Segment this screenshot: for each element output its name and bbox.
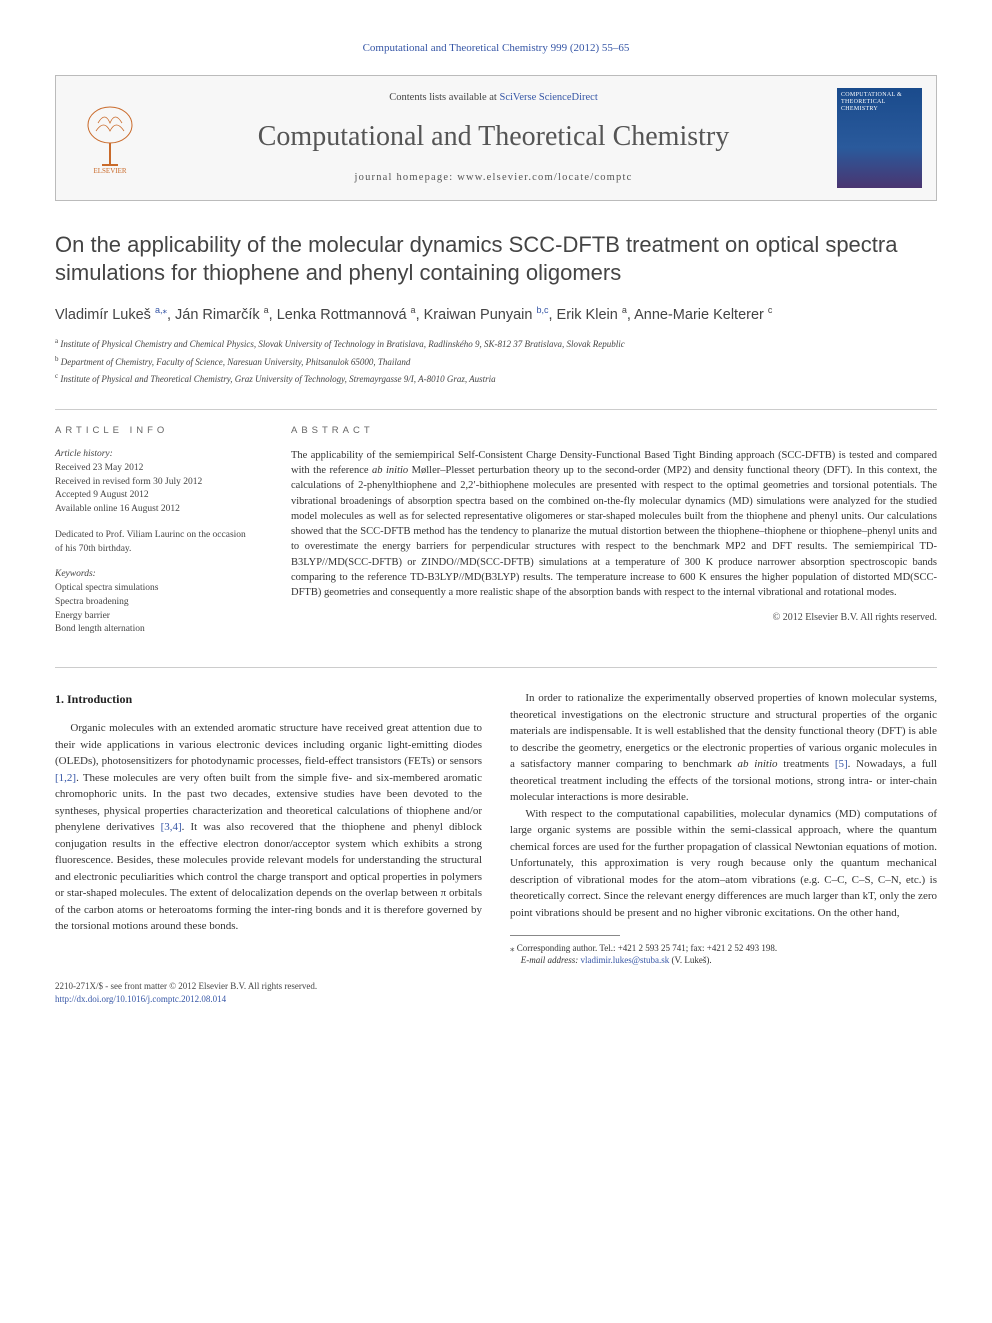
author-affil-sup: b,c (536, 305, 548, 315)
keyword: Energy barrier (55, 610, 255, 624)
journal-name: Computational and Theoretical Chemistry (162, 116, 825, 158)
affil-sup: b (55, 355, 59, 363)
abstract-copyright: © 2012 Elsevier B.V. All rights reserved… (291, 610, 937, 625)
journal-cover-thumb: COMPUTATIONAL & THEORETICAL CHEMISTRY (837, 88, 922, 188)
abstract-text: The applicability of the semiempirical S… (291, 448, 937, 600)
cover-text: COMPUTATIONAL & THEORETICAL CHEMISTRY (841, 92, 918, 114)
doi-link[interactable]: http://dx.doi.org/10.1016/j.comptc.2012.… (55, 994, 226, 1004)
running-head-link[interactable]: Computational and Theoretical Chemistry … (363, 42, 630, 54)
author-affil-sup: a (622, 305, 627, 315)
affil-sup: a (55, 337, 58, 345)
author-affil-sup: a (411, 305, 416, 315)
history-line: Accepted 9 August 2012 (55, 489, 255, 503)
email-link[interactable]: vladimir.lukes@stuba.sk (580, 955, 669, 965)
author: Erik Klein a (557, 307, 627, 323)
keywords-label: Keywords: (55, 568, 255, 582)
para-em: ab initio (738, 758, 778, 770)
history-label: Article history: (55, 448, 255, 462)
history-line: Received 23 May 2012 (55, 462, 255, 476)
homepage-label: journal homepage: (355, 172, 458, 183)
author: Kraiwan Punyain b,c (424, 307, 549, 323)
journal-masthead: ELSEVIER Contents lists available at Sci… (55, 75, 937, 201)
page-footer: 2210-271X/$ - see front matter © 2012 El… (55, 980, 937, 1004)
abstract-head: abstract (291, 424, 937, 438)
author: Lenka Rottmannová a (277, 307, 416, 323)
para-text: treatments (778, 758, 835, 770)
issn-line: 2210-271X/$ - see front matter © 2012 El… (55, 980, 317, 992)
article-title: On the applicability of the molecular dy… (55, 231, 937, 288)
history-line: Received in revised form 30 July 2012 (55, 476, 255, 490)
dedication: Dedicated to Prof. Viliam Laurinc on the… (55, 529, 255, 557)
homepage-url[interactable]: www.elsevier.com/locate/comptc (457, 172, 632, 183)
sd-prefix: Contents lists available at (389, 92, 499, 103)
publisher-logo: ELSEVIER (70, 98, 150, 178)
affiliation: a Institute of Physical Chemistry and Ch… (55, 336, 937, 352)
keyword: Bond length alternation (55, 623, 255, 637)
journal-homepage: journal homepage: www.elsevier.com/locat… (162, 170, 825, 186)
history-line: Available online 16 August 2012 (55, 503, 255, 517)
affil-link[interactable]: b,c (536, 305, 548, 315)
body-columns: 1. Introduction Organic molecules with a… (55, 690, 937, 966)
keyword: Spectra broadening (55, 596, 255, 610)
body-paragraph: In order to rationalize the experimental… (510, 690, 937, 806)
footnote-text: Corresponding author. Tel.: +421 2 593 2… (517, 943, 777, 953)
author-list: Vladimír Lukeš a,⁎, Ján Rimarčík a, Lenk… (55, 304, 937, 327)
author: Ján Rimarčík a (175, 307, 269, 323)
author: Vladimír Lukeš a,⁎ (55, 307, 167, 323)
elsevier-tree-icon: ELSEVIER (80, 103, 140, 173)
email-who: (V. Lukeš). (669, 955, 711, 965)
affiliation: b Department of Chemistry, Faculty of Sc… (55, 354, 937, 370)
abstract-block: abstract The applicability of the semiem… (291, 424, 937, 649)
corresponding-footnote: ⁎ Corresponding author. Tel.: +421 2 593… (510, 942, 937, 966)
email-label: E-mail address: (521, 955, 581, 965)
affiliation-block: a Institute of Physical Chemistry and Ch… (55, 336, 937, 387)
para-text: . It was also recovered that the thiophe… (55, 821, 482, 932)
article-meta-row: article info Article history: Received 2… (55, 409, 937, 668)
body-paragraph: Organic molecules with an extended aroma… (55, 720, 482, 935)
section-heading: 1. Introduction (55, 690, 482, 708)
svg-text:ELSEVIER: ELSEVIER (93, 167, 126, 173)
citation-link[interactable]: [5] (835, 758, 848, 770)
body-paragraph: With respect to the computational capabi… (510, 806, 937, 922)
star-icon: ⁎ (510, 943, 517, 953)
footnote-rule (510, 935, 620, 936)
keyword: Optical spectra simulations (55, 582, 255, 596)
corresponding-star[interactable]: ⁎ (162, 305, 167, 315)
article-info-head: article info (55, 424, 255, 438)
running-head: Computational and Theoretical Chemistry … (55, 40, 937, 57)
citation-link[interactable]: [3,4] (161, 821, 182, 833)
article-info: article info Article history: Received 2… (55, 424, 255, 649)
author-affil-sup: a,⁎ (155, 305, 167, 315)
affil-sup: c (55, 372, 58, 380)
affiliation: c Institute of Physical and Theoretical … (55, 371, 937, 387)
citation-link[interactable]: [1,2] (55, 772, 76, 784)
sciencedirect-line: Contents lists available at SciVerse Sci… (162, 90, 825, 106)
author: Anne-Marie Kelterer c (634, 307, 772, 323)
para-text: Organic molecules with an extended aroma… (55, 722, 482, 767)
sciencedirect-link[interactable]: SciVerse ScienceDirect (499, 92, 597, 103)
author-affil-sup: a (264, 305, 269, 315)
author-affil-sup: c (768, 305, 773, 315)
